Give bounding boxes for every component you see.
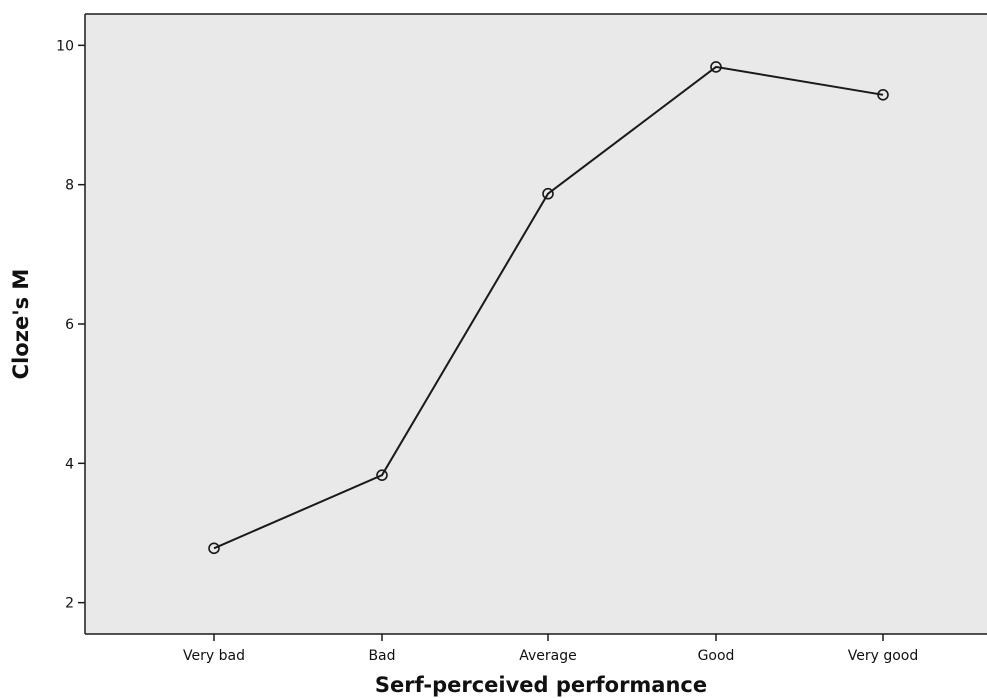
x-tick-label: Bad xyxy=(368,648,395,664)
x-axis-title: Serf-perceived performance xyxy=(375,673,707,697)
y-axis-ticks: 2 4 6 8 10 xyxy=(56,38,85,612)
data-point-good xyxy=(710,61,722,73)
y-tick-label: 10 xyxy=(56,38,74,54)
series-markers xyxy=(208,61,889,555)
y-tick-label: 2 xyxy=(65,596,74,612)
x-axis-ticks: Very bad Bad Average Good Very good xyxy=(183,634,918,664)
y-tick-label: 4 xyxy=(65,456,74,472)
data-point-very-good xyxy=(877,89,889,101)
x-tick-label: Good xyxy=(698,648,735,664)
series-line xyxy=(213,65,884,550)
x-tick-label: Very bad xyxy=(183,648,245,664)
y-axis-title: Cloze's M xyxy=(9,269,33,380)
x-tick-label: Average xyxy=(519,648,577,664)
plot-area xyxy=(85,14,987,634)
y-tick-label: 6 xyxy=(65,317,74,333)
y-tick-label: 8 xyxy=(65,178,74,194)
data-point-average xyxy=(542,187,554,200)
x-tick-label: Very good xyxy=(848,648,919,664)
data-point-bad xyxy=(376,469,388,481)
data-point-very-bad xyxy=(208,542,220,555)
